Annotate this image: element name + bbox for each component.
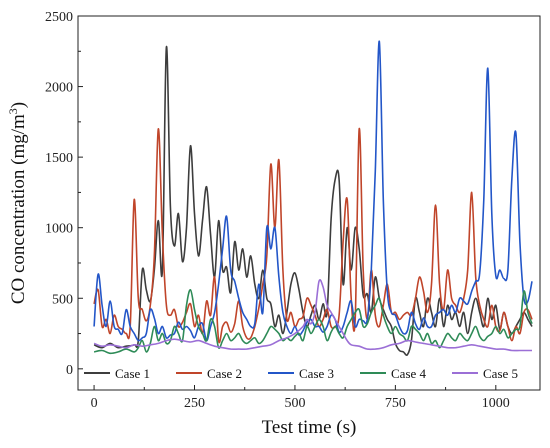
y-axis-ticks: 0 500 1000 1500 2000 2500	[45, 10, 83, 378]
y-axis-title: CO concentration (mg/m3)	[6, 102, 29, 304]
x-tick-label: 500	[284, 396, 305, 411]
y-axis-title-main: CO concentration (mg/m	[8, 114, 29, 304]
y-tick-label: 500	[52, 292, 73, 307]
y-tick-label: 2000	[45, 81, 73, 96]
y-axis-title-tail: )	[8, 102, 29, 108]
x-tick-label: 0	[91, 396, 98, 411]
y-axis-title-superscript: 3	[6, 108, 20, 114]
x-tick-label: 750	[385, 396, 406, 411]
x-tick-label: 1000	[482, 396, 510, 411]
x-axis-title: Test time (s)	[262, 417, 357, 438]
series-line-case-1	[93, 46, 533, 356]
series-line-case-4	[93, 288, 533, 355]
legend: Case 1 Case 2 Case 3 Case 4 Case 5	[84, 366, 518, 381]
series-line-case-5	[93, 279, 532, 352]
legend-label-case-3: Case 3	[299, 366, 334, 381]
legend-label-case-5: Case 5	[483, 366, 518, 381]
y-tick-label: 1500	[45, 151, 73, 166]
y-tick-label: 1000	[45, 222, 73, 237]
legend-label-case-1: Case 1	[115, 366, 150, 381]
legend-label-case-2: Case 2	[207, 366, 242, 381]
y-tick-label: 0	[66, 363, 73, 378]
legend-label-case-4: Case 4	[391, 366, 427, 381]
y-tick-label: 2500	[45, 10, 73, 25]
series-layer	[93, 40, 533, 356]
x-tick-label: 250	[184, 396, 205, 411]
series-line-case-3	[93, 40, 533, 342]
x-axis-ticks: 0 250 500 750 1000	[91, 385, 510, 411]
